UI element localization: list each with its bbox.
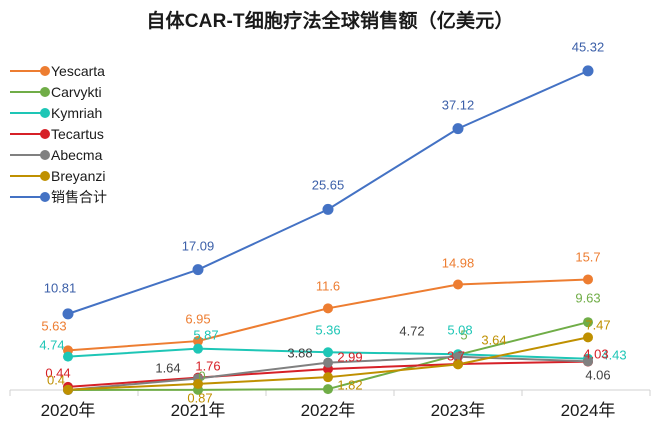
data-label-abecma-2023年: 4.72 xyxy=(399,323,425,339)
data-label-tecartus-2021年: 1.76 xyxy=(195,358,221,374)
series-point-销售合计[interactable] xyxy=(322,203,334,215)
data-label-yescarta-2021年: 6.95 xyxy=(185,311,211,327)
series-point-abecma[interactable] xyxy=(453,351,463,362)
legend-item-yescarta[interactable]: Yescarta xyxy=(10,60,107,81)
series-point-yescarta[interactable] xyxy=(453,279,463,290)
legend-item-carvykti[interactable]: Carvykti xyxy=(10,81,107,102)
legend-swatch-icon xyxy=(10,128,50,140)
series-point-carvykti[interactable] xyxy=(323,384,333,395)
data-label-breyanzi-2023年: 3.64 xyxy=(481,332,507,348)
data-label-销售合计-2022年: 25.65 xyxy=(311,177,345,193)
series-point-breyanzi[interactable] xyxy=(583,332,593,343)
legend-item-label: Abecma xyxy=(51,146,103,163)
legend-item-label: 销售合计 xyxy=(51,188,107,205)
series-point-kymriah[interactable] xyxy=(323,347,333,358)
series-point-abecma[interactable] xyxy=(323,357,333,368)
legend-item-label: Kymriah xyxy=(51,104,103,121)
x-axis-tick-labels: 2020年 2021年 2022年 2023年 2024年 xyxy=(0,396,660,426)
data-label-tecartus-2023年: 3.7 xyxy=(446,348,466,364)
data-label-kymriah-2024年: 4.43 xyxy=(601,347,627,363)
series-point-breyanzi[interactable] xyxy=(453,359,463,370)
series-point-yescarta[interactable] xyxy=(323,303,333,314)
legend-item-销售合计[interactable]: 销售合计 xyxy=(10,186,107,207)
series-point-breyanzi[interactable] xyxy=(193,378,203,389)
data-label-kymriah-2020年: 4.74 xyxy=(39,337,65,353)
legend-item-tecartus[interactable]: Tecartus xyxy=(10,123,107,144)
series-point-abecma[interactable] xyxy=(583,356,593,367)
data-label-breyanzi-2022年: 1.82 xyxy=(337,377,363,393)
legend-item-label: Yescarta xyxy=(51,62,105,79)
legend-item-label: Carvykti xyxy=(51,83,102,100)
data-label-tecartus-2024年: 4.03 xyxy=(583,346,609,362)
series-point-kymriah[interactable] xyxy=(193,343,203,354)
legend-swatch-icon xyxy=(10,107,50,119)
series-point-yescarta[interactable] xyxy=(193,336,203,347)
legend-swatch-icon xyxy=(10,170,50,182)
data-label-breyanzi-2021年: 0.87 xyxy=(187,390,213,406)
legend-item-breyanzi[interactable]: Breyanzi xyxy=(10,165,107,186)
legend-item-kymriah[interactable]: Kymriah xyxy=(10,102,107,123)
data-label-销售合计-2020年: 10.81 xyxy=(43,280,77,296)
x-axis-tick-2023年: 2023年 xyxy=(430,401,486,420)
data-label-kymriah-2021年: 5.87 xyxy=(193,327,219,343)
x-axis-tick-2020年: 2020年 xyxy=(40,401,96,420)
data-label-abecma-2022年: 3.88 xyxy=(287,345,313,361)
data-label-breyanzi-2020年: 0.4 xyxy=(46,372,66,388)
data-label-kymriah-2023年: 5.08 xyxy=(447,322,473,338)
series-point-销售合计[interactable] xyxy=(582,65,594,77)
data-label-breyanzi-2024年: 7.47 xyxy=(585,317,611,333)
legend-swatch-icon xyxy=(10,191,50,203)
legend-item-label: Tecartus xyxy=(51,125,104,142)
legend-swatch-icon xyxy=(10,149,50,161)
data-label-tecartus-2020年: 0.44 xyxy=(45,365,71,381)
series-point-yescarta[interactable] xyxy=(583,274,593,285)
series-point-breyanzi[interactable] xyxy=(63,384,73,395)
data-label-yescarta-2024年: 15.7 xyxy=(575,249,601,265)
data-label-销售合计-2023年: 37.12 xyxy=(441,97,475,113)
series-point-销售合计[interactable] xyxy=(452,123,464,135)
x-axis-tick-2022年: 2022年 xyxy=(300,401,356,420)
series-lines-layer xyxy=(62,65,594,395)
data-label-kymriah-2022年: 5.36 xyxy=(315,322,341,338)
data-label-yescarta-2022年: 11.6 xyxy=(315,278,341,294)
data-label-abecma-2024年: 4.06 xyxy=(585,367,611,383)
series-point-销售合计[interactable] xyxy=(62,308,74,320)
legend-item-abecma[interactable]: Abecma xyxy=(10,144,107,165)
data-label-abecma-2021年: 1.64 xyxy=(155,360,181,376)
x-axis-tick-2021年: 2021年 xyxy=(170,401,226,420)
data-label-yescarta-2023年: 14.98 xyxy=(441,255,475,271)
data-label-carvykti-2023年: 5 xyxy=(460,327,468,343)
legend-item-label: Breyanzi xyxy=(51,167,106,184)
x-axis-tick-2024年: 2024年 xyxy=(560,401,616,420)
series-point-kymriah[interactable] xyxy=(63,351,73,362)
series-point-carvykti[interactable] xyxy=(583,317,593,328)
data-label-tecartus-2022年: 2.99 xyxy=(337,349,363,365)
data-label-carvykti-2024年: 9.63 xyxy=(575,290,601,306)
chart-legend: Yescarta Carvykti Kymriah Tecartus Abecma Bre… xyxy=(10,60,107,207)
series-point-销售合计[interactable] xyxy=(192,264,204,276)
data-label-carvykti-2021年: 0 xyxy=(198,368,206,384)
data-label-销售合计-2024年: 45.32 xyxy=(571,39,605,55)
legend-swatch-icon xyxy=(10,65,50,77)
data-label-yescarta-2020年: 5.63 xyxy=(41,318,67,334)
chart-title: 自体CAR-T细胞疗法全球销售额（亿美元） xyxy=(146,11,514,32)
series-point-breyanzi[interactable] xyxy=(323,372,333,383)
legend-swatch-icon xyxy=(10,86,50,98)
data-label-销售合计-2021年: 17.09 xyxy=(181,238,215,254)
